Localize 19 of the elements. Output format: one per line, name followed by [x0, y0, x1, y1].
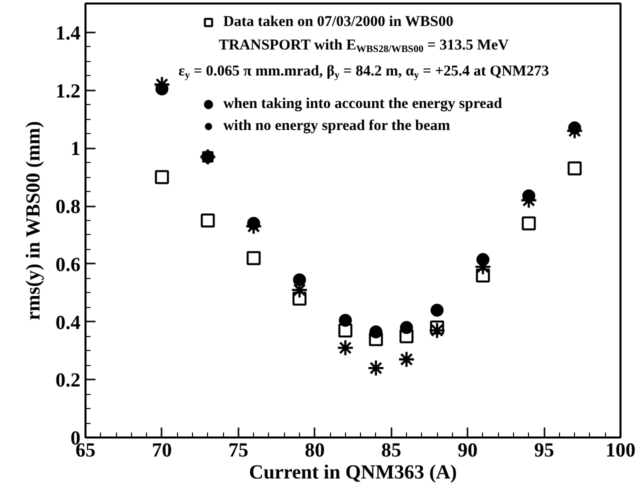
- legend-label: when taking into account the energy spread: [223, 95, 502, 113]
- y-tick-label: 1: [70, 138, 80, 160]
- x-tick-label: 70: [152, 440, 172, 462]
- x-tick-label: 75: [228, 440, 248, 462]
- x-tick-label: 90: [458, 440, 478, 462]
- y-tick-label: 1.4: [56, 22, 80, 44]
- x-tick-label: 100: [606, 440, 636, 462]
- x-tick-label: 85: [381, 440, 402, 462]
- y-tick-label: 1.2: [56, 80, 80, 102]
- y-tick-label: 0.8: [56, 196, 80, 218]
- y-tick-label: 0.4: [56, 312, 80, 334]
- y-tick-label: 0.6: [56, 254, 80, 276]
- x-axis-title: Current in QNM363 (A): [249, 462, 457, 484]
- x-tick-label: 80: [304, 440, 325, 462]
- legend-label: with no energy spread for the beam: [223, 117, 450, 135]
- y-tick-label: 0.2: [56, 370, 80, 392]
- y-axis-title: rms(y) in WBS00 (mm): [22, 121, 44, 320]
- legend-label: Data taken on 07/03/2000 in WBS00: [223, 13, 454, 31]
- x-tick-label: 95: [534, 440, 554, 462]
